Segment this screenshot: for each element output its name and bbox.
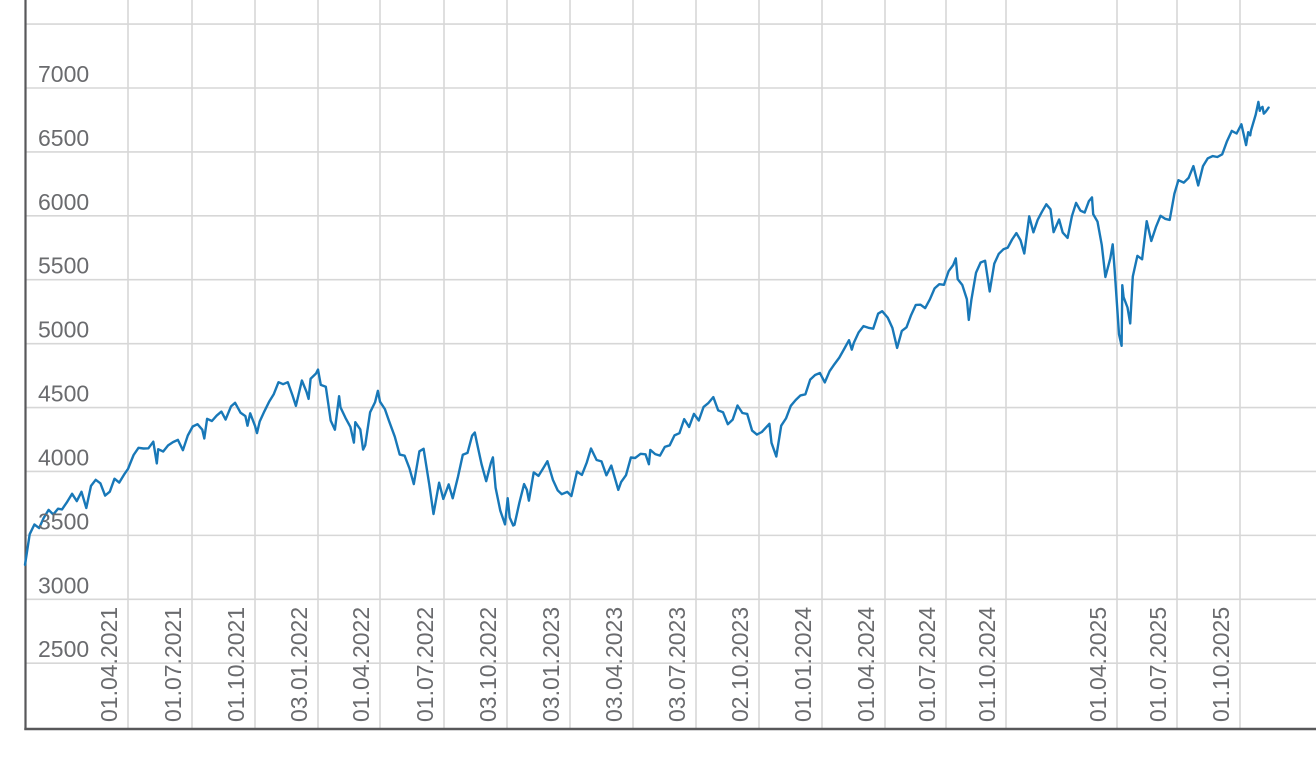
y-axis-tick-label: 6000: [38, 189, 89, 215]
x-axis-tick-label: 01.07.2024: [914, 607, 940, 722]
horizontal-gridlines: [25, 23, 1316, 664]
x-axis-tick-label: 03.04.2023: [601, 607, 627, 722]
x-axis-tick-label: 01.07.2025: [1145, 607, 1171, 722]
y-axis-tick-label: 4500: [38, 381, 89, 407]
y-axis-tick-label: 5500: [38, 253, 89, 279]
y-axis-tick-labels: 7000 6500 6000 5500 5000 4500 4000 3500 3000 2500: [38, 61, 89, 662]
x-axis-tick-label: 01.04.2022: [348, 607, 374, 722]
y-axis-tick-label: 3000: [38, 572, 89, 598]
x-axis-tick-label: 01.10.2024: [974, 607, 1000, 722]
x-axis-tick-label: 01.10.2021: [223, 607, 249, 722]
x-axis-tick-label: 01.04.2021: [96, 607, 122, 722]
price-line-series: [23, 100, 1270, 566]
x-axis-tick-label: 01.07.2022: [412, 607, 438, 722]
x-axis-tick-label: 01.10.2025: [1208, 607, 1234, 722]
x-axis-tick-label: 03.10.2022: [475, 607, 501, 722]
x-axis-tick-label: 02.10.2023: [727, 607, 753, 722]
vertical-gridlines: [127, 0, 1241, 729]
y-axis-tick-label: 2500: [38, 636, 89, 662]
x-axis-tick-label: 01.04.2025: [1085, 607, 1111, 722]
x-axis-tick-labels: 01.04.2021 01.07.2021 01.10.2021 03.01.2022…: [96, 607, 1234, 722]
x-axis-tick-label: 01.01.2024: [790, 607, 816, 722]
y-axis-tick-label: 5000: [38, 317, 89, 343]
y-axis-tick-label: 3500: [38, 508, 89, 534]
y-axis-tick-label: 6500: [38, 125, 89, 151]
x-axis-tick-label: 03.01.2022: [286, 607, 312, 722]
x-axis-tick-label: 03.01.2023: [538, 607, 564, 722]
x-axis-tick-label: 01.07.2021: [160, 607, 186, 722]
x-axis-tick-label: 03.07.2023: [664, 607, 690, 722]
y-axis-tick-label: 7000: [38, 61, 89, 87]
y-axis-tick-label: 4000: [38, 444, 89, 470]
x-axis-tick-label: 01.04.2024: [853, 607, 879, 722]
